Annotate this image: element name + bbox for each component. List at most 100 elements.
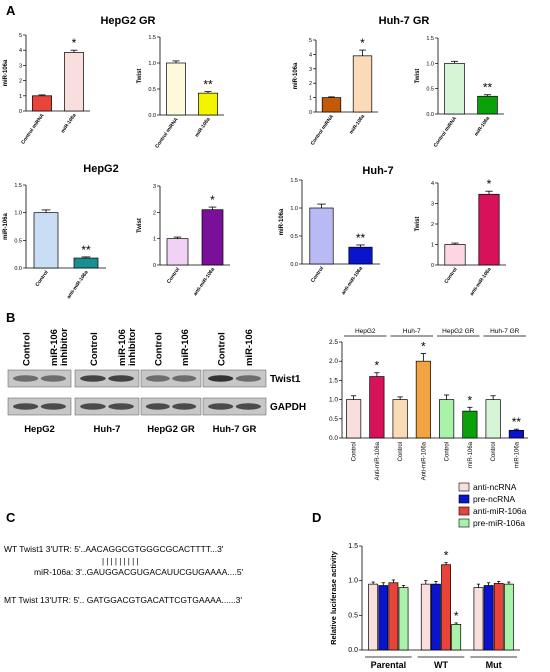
panel-letter-a: A bbox=[6, 3, 16, 18]
chart-10: 0.0 0.5 1.0 1.5 Relative luciferase activity… bbox=[329, 482, 527, 670]
blot-band bbox=[80, 403, 106, 410]
blot-band bbox=[145, 403, 170, 410]
lane-label: Control bbox=[216, 332, 227, 366]
blot-cell-line: HepG2 GR bbox=[147, 424, 195, 435]
y-axis-label: Relative luciferase activity bbox=[329, 550, 338, 645]
y-tick-label: 1.0 bbox=[148, 61, 156, 67]
lane-label: Control bbox=[89, 332, 100, 366]
bar bbox=[309, 207, 334, 265]
blot-band bbox=[172, 403, 197, 410]
panel-letter-c: C bbox=[6, 510, 16, 525]
bar bbox=[478, 193, 500, 266]
blot-group: Control miR-106inhibitor HepG2 bbox=[7, 328, 72, 435]
band-label: GAPDH bbox=[270, 402, 306, 413]
y-axis-label: miR-106a bbox=[279, 208, 285, 235]
bar bbox=[462, 410, 478, 439]
blot-band bbox=[40, 375, 66, 382]
western-blot: Control miR-106inhibitor HepG2 Control miR-1… bbox=[7, 328, 306, 435]
group-label: Mut bbox=[486, 660, 502, 670]
x-tick-label: miR-106a bbox=[473, 116, 491, 138]
group-label: WT bbox=[434, 660, 448, 670]
legend-swatch bbox=[458, 506, 470, 516]
legend-swatch bbox=[458, 494, 470, 504]
significance-mark: * bbox=[375, 359, 380, 373]
bar bbox=[201, 209, 224, 266]
lane-label: miR-106inhibitor bbox=[49, 328, 70, 366]
y-tick-label: 1.0 bbox=[329, 397, 338, 404]
x-tick-label: Control bbox=[35, 269, 50, 288]
y-tick-label: 0.5 bbox=[348, 612, 358, 619]
chart-9: 0.0 0.5 1.0 1.5 2.0 2.5 Control * Anti-miR-106a C… bbox=[329, 328, 528, 480]
y-axis-label: Twist bbox=[415, 217, 421, 232]
title-hepg2: HepG2 bbox=[83, 163, 118, 175]
bar bbox=[392, 399, 408, 439]
bar bbox=[444, 244, 466, 266]
y-tick-label: 2 bbox=[431, 222, 434, 228]
significance-mark: ** bbox=[483, 81, 493, 95]
y-tick-label: 1.0 bbox=[426, 61, 434, 67]
blot-strip bbox=[202, 369, 267, 388]
legend-label: pre-ncRNA bbox=[473, 494, 515, 504]
bar bbox=[477, 95, 498, 115]
y-tick-label: 3 bbox=[19, 63, 22, 69]
significance-mark: ** bbox=[512, 415, 522, 429]
group-label: Huh-7 bbox=[403, 328, 421, 335]
y-axis-label: miR-106a bbox=[3, 59, 9, 86]
y-tick-label: 0.0 bbox=[14, 266, 22, 272]
x-tick-label: miR-106a bbox=[348, 114, 366, 136]
y-tick-label: 1.0 bbox=[348, 578, 358, 585]
y-axis-label: Twist bbox=[137, 218, 143, 233]
y-tick-label: 3 bbox=[309, 67, 312, 73]
blot-band bbox=[235, 403, 261, 410]
lane-label-line: miR-106 bbox=[49, 329, 60, 366]
bar bbox=[420, 583, 431, 651]
title-huh7: Huh-7 bbox=[362, 165, 393, 177]
bar bbox=[348, 246, 373, 265]
blot-strip bbox=[202, 397, 267, 416]
x-tick-label: Control bbox=[491, 442, 497, 461]
x-tick-label: Control bbox=[445, 442, 451, 461]
blot-strip bbox=[74, 369, 140, 388]
y-tick-label: 2 bbox=[153, 210, 156, 216]
x-tick-label: Control miRNA bbox=[310, 113, 336, 146]
blot-band bbox=[235, 375, 261, 382]
group-label: HepG2 GR bbox=[442, 328, 474, 335]
title-huh7-gr: Huh-7 GR bbox=[379, 15, 430, 27]
blot-cell-line: Huh-7 GR bbox=[213, 424, 257, 435]
y-tick-label: 0.5 bbox=[329, 416, 338, 423]
y-tick-label: 0 bbox=[431, 263, 434, 269]
x-tick-label: miR-106a bbox=[194, 117, 212, 139]
legend-label: pre-miR-106a bbox=[473, 518, 525, 528]
y-tick-label: 1.5 bbox=[14, 183, 22, 189]
y-tick-label: 2 bbox=[19, 79, 22, 85]
chart-5: 0.0 0.5 1.0 1.5 miR-106a Control ** anti-miR-10… bbox=[3, 183, 106, 300]
x-tick-label: Control miRNA bbox=[433, 115, 459, 148]
y-tick-label: 1 bbox=[431, 243, 434, 249]
chart-4: 0.0 0.5 1.0 1.5 Twist Control miRNA ** miR-106a bbox=[415, 36, 504, 149]
bar bbox=[64, 52, 84, 112]
blot-strip bbox=[140, 397, 202, 416]
y-tick-label: 4 bbox=[431, 181, 434, 187]
blot-strip bbox=[7, 369, 72, 388]
y-tick-label: 3 bbox=[431, 202, 434, 208]
x-tick-label: Anti-miR-106a bbox=[375, 441, 381, 480]
x-tick-label: anti-miR-106a bbox=[469, 267, 493, 297]
y-tick-label: 0.0 bbox=[348, 647, 358, 654]
sequence-alignment: WT Twist1 3'UTR: 5'..AACAGGCGTGGGCGCACTT… bbox=[4, 544, 244, 605]
x-tick-label: Control bbox=[166, 266, 181, 285]
x-tick-label: Anti-miR-106a bbox=[421, 441, 427, 480]
y-tick-label: 1.5 bbox=[148, 35, 156, 41]
blot-band bbox=[13, 375, 39, 382]
bar bbox=[321, 97, 342, 113]
blot-cell-line: HepG2 bbox=[24, 424, 55, 435]
blot-band bbox=[208, 375, 234, 382]
x-tick-label: Control bbox=[352, 442, 358, 461]
bar bbox=[473, 587, 484, 651]
blot-band bbox=[208, 403, 234, 410]
blot-band bbox=[145, 375, 170, 382]
chart-3: 0 1 2 3 4 5 miR-106a Control miRNA * miR-106a bbox=[293, 36, 378, 147]
bar bbox=[378, 585, 389, 651]
y-tick-label: 2.5 bbox=[329, 339, 338, 346]
